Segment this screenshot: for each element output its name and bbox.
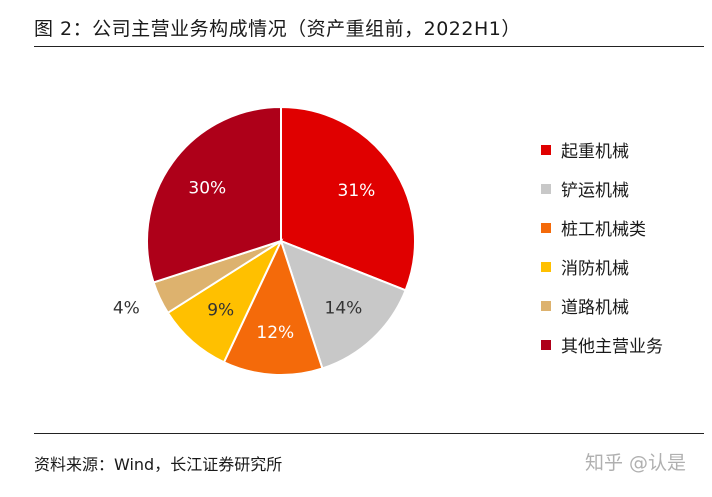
legend-swatch <box>541 339 551 350</box>
chart-title: 图 2：公司主营业务构成情况（资产重组前，2022H1） <box>34 18 521 40</box>
pie-slice <box>280 105 416 292</box>
legend-label: 起重机械 <box>561 142 629 162</box>
legend-item-qita: 其他主营业务 <box>541 325 663 364</box>
legend-swatch <box>541 222 551 233</box>
pie-slice-label: 14% <box>325 298 363 318</box>
legend-swatch <box>541 300 551 311</box>
legend-label: 消防机械 <box>561 259 629 279</box>
pie-slice-label: 4% <box>113 298 140 318</box>
legend-label: 道路机械 <box>561 298 629 318</box>
legend-label: 桩工机械类 <box>561 220 646 240</box>
pie-slice <box>146 105 282 284</box>
pie-slice-label: 30% <box>188 178 226 198</box>
legend-item-chanyun: 铲运机械 <box>541 169 663 208</box>
legend-label: 其他主营业务 <box>561 337 663 357</box>
watermark: 知乎 @认是 <box>585 452 687 474</box>
legend-item-xiaofang: 消防机械 <box>541 247 663 286</box>
legend-swatch <box>541 183 551 194</box>
legend-item-daolu: 道路机械 <box>541 286 663 325</box>
source-note: 资料来源：Wind，长江证券研究所 <box>34 455 283 474</box>
pie-slice-label: 12% <box>256 323 294 343</box>
legend-label: 铲运机械 <box>561 181 629 201</box>
pie-slice <box>222 238 324 376</box>
legend-swatch <box>541 144 551 155</box>
pie-slice-label: 9% <box>207 300 234 320</box>
top-rule <box>34 46 704 47</box>
legend-item-qizhong: 起重机械 <box>541 130 663 169</box>
legend-item-zhuanggong: 桩工机械类 <box>541 208 663 247</box>
legend-swatch <box>541 261 551 272</box>
bottom-rule <box>34 433 704 434</box>
pie-slice-label: 31% <box>338 181 376 201</box>
legend: 起重机械 铲运机械 桩工机械类 消防机械 道路机械 其他主营业务 <box>541 130 663 364</box>
